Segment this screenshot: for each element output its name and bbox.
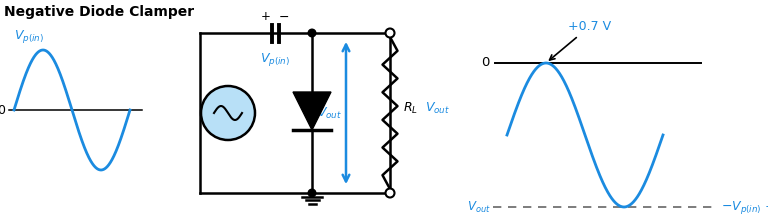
Circle shape (201, 86, 255, 140)
Text: $V_{p(in)}$: $V_{p(in)}$ (14, 28, 45, 45)
Circle shape (386, 189, 395, 198)
Text: 0: 0 (482, 57, 490, 69)
Text: +0.7 V: +0.7 V (550, 20, 611, 60)
Text: $-V_{p(in)}$ + 0.7 V: $-V_{p(in)}$ + 0.7 V (721, 198, 768, 215)
Circle shape (386, 29, 395, 37)
Text: Negative Diode Clamper: Negative Diode Clamper (4, 5, 194, 19)
Text: $V_{p(in)}$: $V_{p(in)}$ (260, 52, 290, 69)
Text: $-$: $-$ (279, 9, 290, 23)
Text: +: + (261, 9, 271, 23)
Circle shape (308, 189, 316, 197)
Text: 0: 0 (0, 103, 5, 117)
Text: $V_{out}$: $V_{out}$ (317, 105, 342, 121)
Text: $R_L$: $R_L$ (403, 100, 418, 115)
Circle shape (308, 29, 316, 37)
Polygon shape (293, 92, 331, 130)
Text: $V_{out}$: $V_{out}$ (467, 200, 491, 215)
Text: $V_{out}$: $V_{out}$ (425, 100, 450, 115)
